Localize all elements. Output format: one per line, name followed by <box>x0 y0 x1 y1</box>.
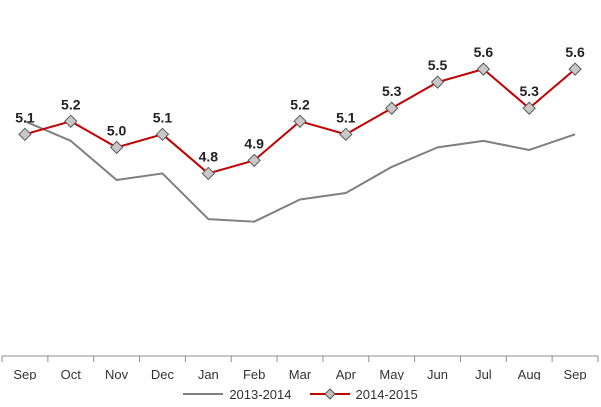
data-point-marker <box>18 127 32 142</box>
x-tick-label: Jul <box>475 367 492 380</box>
x-tick-label: Sep <box>564 367 587 380</box>
x-tick-label: Aug <box>518 367 541 380</box>
legend-label-series-1: 2013-2014 <box>229 386 292 402</box>
chart-legend: 2013-2014 2014-2015 <box>0 384 601 404</box>
data-point-marker <box>430 75 445 89</box>
data-label: 5.0 <box>107 122 127 138</box>
data-point-marker <box>568 62 582 76</box>
x-tick-label: Nov <box>105 367 129 380</box>
legend-swatch-series-1 <box>183 393 224 395</box>
data-label: 5.6 <box>565 44 585 60</box>
data-label: 4.9 <box>244 135 264 151</box>
data-point-marker <box>522 101 536 115</box>
data-label: 5.6 <box>474 44 494 60</box>
data-label: 5.2 <box>61 96 81 112</box>
x-tick-label: Dec <box>151 367 175 380</box>
data-label: 5.3 <box>519 83 539 99</box>
x-tick-label: Sep <box>13 367 36 380</box>
data-point-marker <box>64 114 78 128</box>
x-tick-label: Jan <box>198 367 219 380</box>
data-point-marker <box>293 114 307 128</box>
x-tick-label: May <box>379 367 404 380</box>
x-tick-label: Feb <box>243 367 265 380</box>
data-label: 5.1 <box>336 109 356 125</box>
legend-item-series-2: 2014-2015 <box>309 386 418 402</box>
data-label: 5.5 <box>428 57 448 73</box>
data-point-marker <box>384 101 399 115</box>
data-point-marker <box>109 140 124 155</box>
data-label: 5.1 <box>15 109 35 125</box>
x-tick-label: Oct <box>61 367 82 380</box>
data-point-marker <box>476 62 491 76</box>
series-line-1 <box>24 120 576 223</box>
x-tick-label: Jun <box>427 367 448 380</box>
data-label: 5.2 <box>290 96 310 112</box>
x-tick-label: Apr <box>336 367 357 380</box>
data-point-marker <box>155 127 170 142</box>
legend-label-series-2: 2014-2015 <box>355 386 418 402</box>
legend-item-series-1: 2013-2014 <box>183 386 292 402</box>
data-label: 5.3 <box>382 83 402 99</box>
data-point-marker <box>247 153 261 168</box>
data-point-marker <box>201 166 216 181</box>
data-point-marker <box>339 127 353 142</box>
line-chart: Sep Oct Nov Dec Jan Feb Mar Apr May Jun Jul Aug Sep 5… <box>1 44 599 380</box>
data-label: 4.8 <box>199 148 219 164</box>
x-tick-label: Mar <box>289 367 312 380</box>
legend-swatch-series-2 <box>309 388 350 400</box>
data-label: 5.1 <box>153 109 173 125</box>
